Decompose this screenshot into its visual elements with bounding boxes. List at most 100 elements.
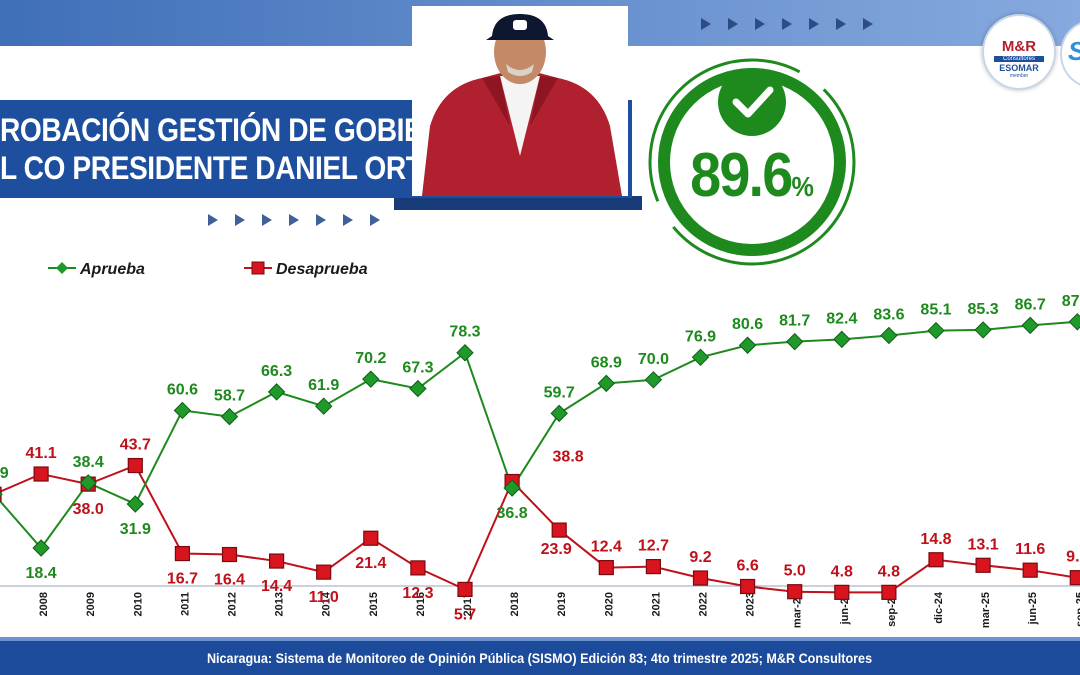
x-tick-label: mar-25 [980,592,992,628]
x-tick-label: 2011 [179,592,191,616]
arrow-icon [343,214,353,226]
x-tick-label: 2023 [745,592,757,616]
aprueba-data-label: 86.7 [1015,296,1046,313]
x-tick-label: 2014 [321,591,333,616]
arrow-icon [235,214,245,226]
aprueba-point [503,479,521,497]
aprueba-data-label: .9 [0,465,9,482]
desaprueba-data-label: 16.7 [167,571,198,588]
aprueba-data-label: 78.3 [449,324,480,341]
aprueba-data-label: 85.1 [920,302,951,319]
arrow-icon [208,214,218,226]
desaprueba-point [787,584,803,600]
aprueba-data-label: 59.7 [544,384,575,401]
arrow-icon [701,18,711,30]
desaprueba-data-label: 41.1 [26,445,57,462]
desaprueba-data-label: 38.8 [553,449,584,466]
approval-line-chart: 2008 2009 2010 2011 2012 2013 2014 2015 2016 2017… [0,261,1080,628]
aprueba-point [880,326,898,345]
desaprueba-point [1022,562,1038,578]
aprueba-data-label: 61.9 [308,377,339,394]
footer-source: Nicaragua: Sistema de Monitoreo de Opini… [0,637,1080,675]
aprueba-data-label: 67.3 [402,360,433,377]
aprueba-data-label: 66.3 [261,363,292,380]
aprueba-point [456,344,474,362]
footer-source-text: Nicaragua: Sistema de Monitoreo de Opini… [207,650,873,666]
person-photo-icon [412,6,628,196]
legend-label: Aprueba [79,261,145,278]
aprueba-point [314,397,333,415]
desaprueba-point [928,552,944,568]
aprueba-data-label: 58.7 [214,388,245,405]
x-tick-label: 2017 [462,592,474,616]
desaprueba-point [645,558,662,575]
aprueba-point [362,370,380,388]
logo-mr-name: M&R [1001,38,1037,55]
chart-marks [0,313,1080,600]
x-tick-label: jun-25 [1027,592,1039,625]
desaprueba-point [1069,570,1080,586]
mid-arrow-decoration [208,214,380,226]
check-icon [718,68,786,136]
arrow-icon [728,18,738,30]
desaprueba-data-label: 43.7 [120,437,151,454]
legend-label: Desaprueba [276,261,368,278]
aprueba-point [220,407,239,426]
desaprueba-point [834,584,850,600]
aprueba-point [267,383,286,401]
desaprueba-data-label: 11.6 [1015,541,1045,558]
desaprueba-point [174,545,190,562]
desaprueba-point [410,560,426,576]
desaprueba-point [739,578,756,595]
aprueba-point [974,321,992,339]
mr-consultores-logo: M&R Consultores ESOMAR member [982,14,1056,90]
aprueba-data-label: 31.9 [120,521,151,538]
desaprueba-data-label: 13.1 [968,536,999,553]
x-tick-label: 2015 [368,592,380,616]
desaprueba-data-label: 23.9 [541,541,572,558]
aprueba-data-label: 85.3 [968,301,999,318]
desaprueba-data-label: 6.6 [736,557,758,574]
desaprueba-data-label: 14.4 [261,578,292,595]
aprueba-point [550,404,568,423]
logo-esomar: ESOMAR [999,63,1039,73]
desaprueba-data-label: 12.7 [638,538,669,555]
desaprueba-point [975,557,991,573]
approval-badge [648,58,856,266]
top-arrow-decoration [701,18,873,30]
desaprueba-data-label: 5.7 [454,606,476,623]
desaprueba-point [457,581,473,598]
desaprueba-point [692,570,709,586]
desaprueba-data-label: 16.4 [214,572,245,589]
arrow-icon [262,214,272,226]
desaprueba-data-label: 38.0 [73,501,104,518]
logo-member: member [1009,73,1029,79]
x-tick-label: 2022 [698,592,710,616]
desaprueba-data-label: 9.3 [1066,549,1080,566]
desaprueba-data-label: 9.2 [689,549,711,566]
approval-percentage: 89.6% [680,140,824,211]
approval-percent-sign: % [791,171,814,202]
arrow-icon [836,18,846,30]
aprueba-data-label: 60.6 [167,381,198,398]
logo-mr-sub: Consultores [994,56,1044,62]
title-line-2: L CO PRESIDENTE DANIEL ORTEGA [0,150,483,186]
aprueba-point [833,330,851,349]
x-tick-label: dic-24 [933,591,945,624]
x-tick-label: 2009 [85,592,97,616]
desaprueba-data-label: 21.4 [355,555,386,572]
title-band-shadow [394,196,642,210]
desaprueba-point [598,559,614,576]
aprueba-point [691,348,710,367]
series-line-aprueba [0,320,1080,550]
desaprueba-data-label: 4.8 [831,563,853,580]
x-tick-label: 2008 [38,592,50,616]
aprueba-data-label: 82.4 [826,310,857,327]
x-tick-label: 2020 [603,592,615,616]
aprueba-data-label: 68.9 [591,354,622,371]
aprueba-data-label: 81.7 [779,313,810,330]
aprueba-point [79,474,97,492]
x-tick-label: 2021 [650,592,662,616]
desaprueba-point [363,530,379,546]
desaprueba-point [881,584,897,600]
